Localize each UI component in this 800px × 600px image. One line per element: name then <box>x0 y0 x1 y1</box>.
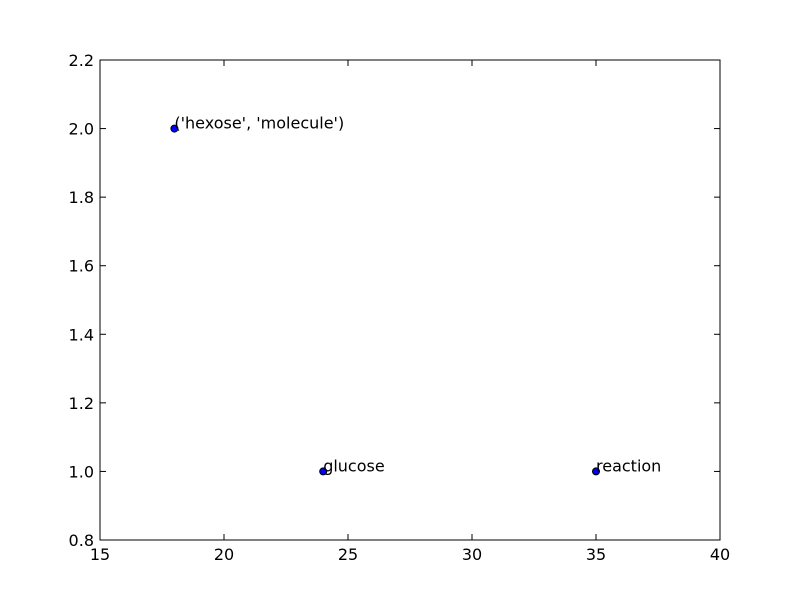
y-tick-label: 1.0 <box>69 462 94 481</box>
y-tick-label: 1.2 <box>69 394 94 413</box>
data-point-label: glucose <box>323 456 385 475</box>
x-tick-label: 40 <box>710 545 730 564</box>
data-point <box>592 467 600 476</box>
y-tick-label: 1.6 <box>69 257 94 276</box>
y-tick-label: 0.8 <box>69 531 94 550</box>
data-point-label: ('hexose', 'molecule') <box>174 114 344 133</box>
data-point-label: reaction <box>596 456 661 475</box>
y-tick-label: 1.8 <box>69 188 94 207</box>
x-axis: 15 20 25 30 35 40 <box>90 60 730 564</box>
data-points: ('hexose', 'molecule') glucose reaction <box>170 114 661 476</box>
y-axis: 0.8 1.0 1.2 1.4 1.6 1.8 2.0 2.2 <box>69 51 720 550</box>
x-tick-label: 25 <box>338 545 358 564</box>
x-tick-label: 35 <box>586 545 606 564</box>
data-point <box>319 467 328 476</box>
x-tick-label: 20 <box>214 545 234 564</box>
data-point <box>170 124 179 133</box>
plot-area <box>99 59 721 541</box>
x-tick-label: 15 <box>90 545 110 564</box>
y-tick-label: 2.0 <box>69 120 94 139</box>
y-tick-label: 2.2 <box>69 51 94 70</box>
x-tick-label: 30 <box>462 545 482 564</box>
y-tick-label: 1.4 <box>69 325 94 344</box>
